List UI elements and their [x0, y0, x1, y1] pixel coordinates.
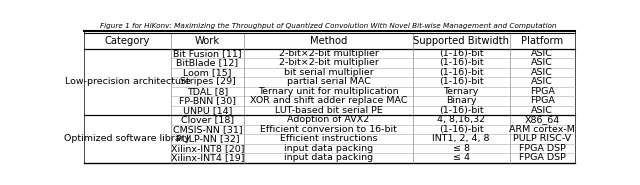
Text: FPGA DSP: FPGA DSP — [519, 153, 566, 162]
Text: Optimized software library: Optimized software library — [64, 134, 191, 143]
Text: Method: Method — [310, 36, 347, 46]
Text: Bit Fusion [11]: Bit Fusion [11] — [173, 49, 242, 58]
Text: X86_64: X86_64 — [525, 115, 560, 124]
Text: UNPU [14]: UNPU [14] — [183, 106, 232, 115]
Text: Loom [15]: Loom [15] — [183, 68, 232, 77]
Text: Work: Work — [195, 36, 220, 46]
Text: PULP-NN [32]: PULP-NN [32] — [175, 134, 239, 143]
Text: Figure 1 for HiKonv: Maximizing the Throughput of Quantized Convolution With Nov: Figure 1 for HiKonv: Maximizing the Thro… — [100, 23, 556, 29]
Text: FPGA: FPGA — [530, 87, 555, 96]
Text: ASIC: ASIC — [531, 106, 553, 115]
Text: BitBlade [12]: BitBlade [12] — [177, 58, 239, 68]
Text: Ternary: Ternary — [444, 87, 479, 96]
Text: 4, 8,16,32: 4, 8,16,32 — [437, 115, 485, 124]
Text: ASIC: ASIC — [531, 58, 553, 68]
Text: CMSIS-NN [31]: CMSIS-NN [31] — [173, 125, 243, 134]
Text: ASIC: ASIC — [531, 68, 553, 77]
Text: 2-bit×2-bit multiplier: 2-bit×2-bit multiplier — [278, 58, 378, 68]
Text: TDAL [8]: TDAL [8] — [187, 87, 228, 96]
Text: Platform: Platform — [521, 36, 563, 46]
Text: XOR and shift adder replace MAC: XOR and shift adder replace MAC — [250, 96, 407, 105]
Text: FP-BNN [30]: FP-BNN [30] — [179, 96, 236, 105]
Text: INT1, 2, 4, 8: INT1, 2, 4, 8 — [433, 134, 490, 143]
Text: Xilinx-INT4 [19]: Xilinx-INT4 [19] — [171, 153, 244, 162]
Text: Binary: Binary — [446, 96, 476, 105]
Text: bit serial multiplier: bit serial multiplier — [284, 68, 373, 77]
Text: PULP RISC-V: PULP RISC-V — [513, 134, 572, 143]
Text: Adoption of AVX2: Adoption of AVX2 — [287, 115, 370, 124]
Text: Xilinx-INT8 [20]: Xilinx-INT8 [20] — [171, 144, 244, 153]
Text: ASIC: ASIC — [531, 78, 553, 86]
Text: (1-16)-bit: (1-16)-bit — [439, 78, 483, 86]
Text: Stripes [29]: Stripes [29] — [180, 78, 236, 86]
Text: partial serial MAC: partial serial MAC — [287, 78, 371, 86]
Text: ASIC: ASIC — [531, 49, 553, 58]
Text: Efficient conversion to 16-bit: Efficient conversion to 16-bit — [260, 125, 397, 134]
Text: Category: Category — [105, 36, 150, 46]
Text: FPGA DSP: FPGA DSP — [519, 144, 566, 153]
Text: Low-precision architecture: Low-precision architecture — [65, 78, 190, 86]
Text: ≤ 4: ≤ 4 — [452, 153, 470, 162]
Text: (1-16)-bit: (1-16)-bit — [439, 125, 483, 134]
Text: (1-16)-bit: (1-16)-bit — [439, 106, 483, 115]
Text: FPGA: FPGA — [530, 96, 555, 105]
Text: Ternary unit for multiplication: Ternary unit for multiplication — [258, 87, 399, 96]
Text: Supported Bitwidth: Supported Bitwidth — [413, 36, 509, 46]
Text: LUT-based bit serial PE: LUT-based bit serial PE — [275, 106, 382, 115]
Text: ARM cortex-M: ARM cortex-M — [509, 125, 575, 134]
Text: (1-16)-bit: (1-16)-bit — [439, 49, 483, 58]
Text: ≤ 8: ≤ 8 — [452, 144, 470, 153]
Text: Clover [18]: Clover [18] — [181, 115, 234, 124]
Text: input data packing: input data packing — [284, 153, 373, 162]
Text: Efficient instructions: Efficient instructions — [280, 134, 377, 143]
Text: (1-16)-bit: (1-16)-bit — [439, 68, 483, 77]
Text: 2-bit×2-bit multiplier: 2-bit×2-bit multiplier — [278, 49, 378, 58]
Text: input data packing: input data packing — [284, 144, 373, 153]
Text: (1-16)-bit: (1-16)-bit — [439, 58, 483, 68]
